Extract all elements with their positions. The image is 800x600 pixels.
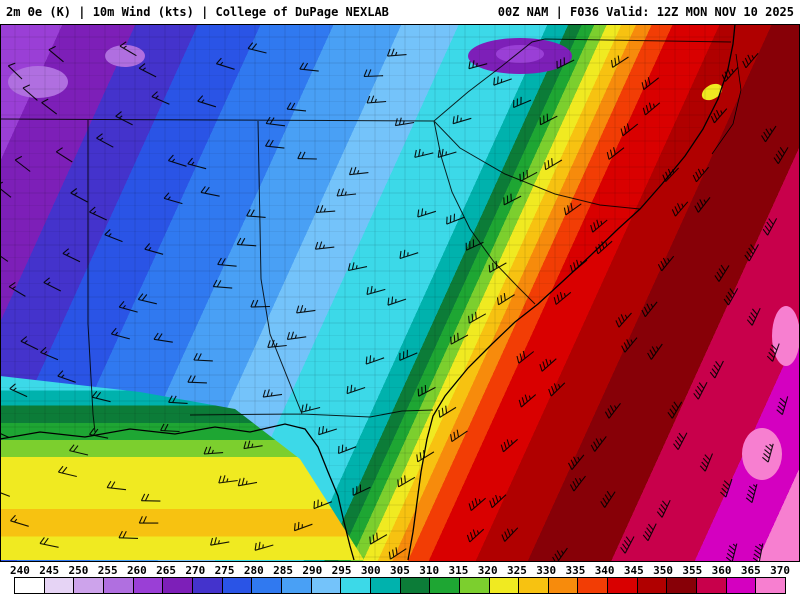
- colorbar-tick-label: 240: [10, 563, 30, 577]
- pink-max-blob: [742, 428, 782, 480]
- colorbar-tick-label: 255: [97, 563, 118, 577]
- colorbar-cell: [163, 578, 193, 593]
- colorbar-tick-label: 275: [214, 563, 235, 577]
- colorbar-tick-label: 265: [156, 563, 177, 577]
- wind-barbs: [0, 41, 789, 564]
- colorbar-cell: [311, 578, 342, 593]
- colorbar-cell: [578, 578, 609, 593]
- colorbar-cell: [103, 578, 134, 593]
- colorbar-cell: [400, 578, 431, 593]
- colorbar-strip: [14, 577, 786, 594]
- colorbar-cell: [15, 578, 45, 593]
- colorbar-tick-label: 245: [39, 563, 60, 577]
- colorbar-cell: [133, 578, 164, 593]
- colorbar-cell: [192, 578, 223, 593]
- outer-banks: [711, 53, 742, 155]
- colorbar-cell: [489, 578, 520, 593]
- colorbar-tick-label: 345: [623, 563, 644, 577]
- model-run-info: 00Z NAM | F036 Valid: 12Z MON NOV 10 202…: [497, 5, 794, 19]
- colorbar-tick-label: 365: [740, 563, 761, 577]
- colorbar-cell: [608, 578, 638, 593]
- colorbar-cell: [459, 578, 490, 593]
- colorbar-tick-label: 305: [390, 563, 410, 577]
- colorbar-cell: [74, 578, 104, 593]
- colorbar-cell: [281, 578, 312, 593]
- colorbar-cell: [548, 578, 579, 593]
- colorbar-cell: [726, 578, 757, 593]
- colorbar-cell: [370, 578, 401, 593]
- colorbar-tick-label: 325: [506, 563, 527, 577]
- colorbar-tick-label: 355: [682, 563, 703, 577]
- colorbar-ticks: 240 245 250 255 260 265 270 275 280 285 290 295 300 3…: [10, 563, 790, 577]
- weather-map: [0, 23, 800, 564]
- colorbar-cell: [222, 578, 253, 593]
- colorbar-tick-label: 330: [536, 563, 557, 577]
- colorbar-tick-label: 360: [711, 563, 732, 577]
- colorbar-tick-label: 295: [331, 563, 352, 577]
- colorbar-tick-label: 290: [302, 563, 323, 577]
- pink-max-blob: [772, 306, 800, 366]
- colorbar-tick-label: 315: [448, 563, 469, 577]
- colorbar-cell: [44, 578, 75, 593]
- colorbar-tick-label: 285: [273, 563, 293, 577]
- colorbar-cell: [430, 578, 460, 593]
- colorbar-tick-label: 250: [68, 563, 89, 577]
- colorbar-tick-label: 260: [126, 563, 147, 577]
- colorbar-cell: [341, 578, 371, 593]
- colorbar-tick-label: 310: [419, 563, 440, 577]
- state-borders: [0, 38, 732, 433]
- colorbar-tick-label: 370: [770, 563, 790, 577]
- colorbar-cell: [252, 578, 282, 593]
- product-title: 2m Θe (K) | 10m Wind (kts) | College of …: [6, 5, 389, 19]
- colorbar-tick-label: 280: [243, 563, 264, 577]
- colorbar-tick-label: 335: [565, 563, 586, 577]
- colorbar-cell: [637, 578, 668, 593]
- colorbar-tick-label: 350: [653, 563, 674, 577]
- colorbar-cell: [697, 578, 727, 593]
- colorbar-cell: [519, 578, 549, 593]
- colorbar: 240 245 250 255 260 265 270 275 280 285 290 295 300 3…: [0, 562, 800, 594]
- colorbar-tick-label: 340: [594, 563, 615, 577]
- colorbar-tick-label: 300: [360, 563, 381, 577]
- map-area: [0, 23, 800, 564]
- header-bar: 2m Θe (K) | 10m Wind (kts) | College of …: [0, 0, 800, 24]
- colorbar-tick-label: 270: [185, 563, 206, 577]
- colorbar-cell: [756, 578, 786, 593]
- colorbar-cell: [667, 578, 698, 593]
- colorbar-tick-label: 320: [477, 563, 498, 577]
